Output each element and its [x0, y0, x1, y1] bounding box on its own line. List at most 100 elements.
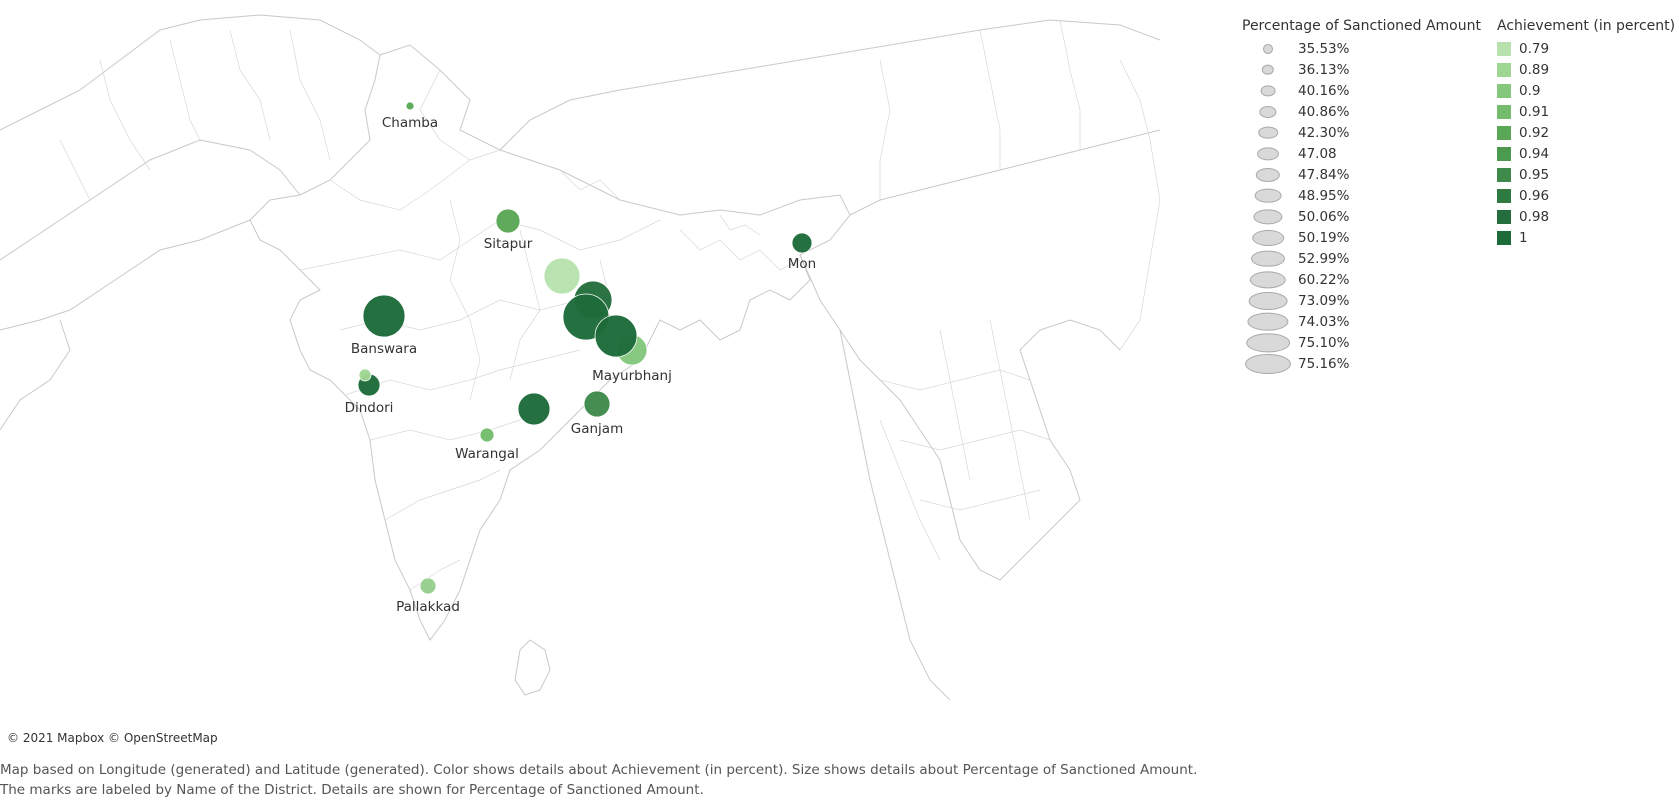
color-legend-label: 0.98 [1519, 208, 1550, 225]
color-legend-label: 0.96 [1519, 187, 1550, 204]
color-legend-label: 0.79 [1519, 40, 1550, 57]
size-legend-item: 73.09% [1242, 290, 1492, 311]
color-legend-item: 0.9 [1497, 80, 1677, 101]
marker-ganjam[interactable] [583, 390, 611, 418]
marker-warangal[interactable] [479, 427, 495, 443]
color-legend: Achievement (in percent) 0.79 0.89 0.9 0.91… [1497, 18, 1677, 248]
color-legend-label: 1 [1519, 229, 1528, 246]
size-legend-label: 42.30% [1298, 124, 1350, 141]
size-legend-label: 36.13% [1298, 61, 1350, 78]
size-legend-label: 40.86% [1298, 103, 1350, 120]
marker-unlabeled-13[interactable] [517, 392, 551, 426]
marker-mon[interactable] [791, 232, 813, 254]
color-swatch [1497, 41, 1511, 56]
marker-sitapur[interactable] [495, 208, 521, 234]
map-copyright[interactable]: © 2021 Mapbox © OpenStreetMap [7, 731, 218, 745]
color-legend-title: Achievement (in percent) [1497, 18, 1676, 34]
size-swatch [1261, 64, 1275, 75]
label-sitapur: Sitapur [484, 236, 533, 252]
size-legend-item: 47.84% [1242, 164, 1492, 185]
color-legend-item: 0.95 [1497, 164, 1677, 185]
size-swatch [1248, 291, 1288, 310]
size-swatch [1259, 105, 1277, 118]
color-legend-items: 0.79 0.89 0.9 0.91 0.92 0.94 0.95 0.96 0.98 1 [1497, 38, 1677, 248]
color-legend-item: 0.96 [1497, 185, 1677, 206]
size-swatch [1254, 188, 1282, 203]
label-banswara: Banswara [351, 341, 417, 357]
color-swatch [1497, 83, 1511, 98]
color-legend-label: 0.9 [1519, 82, 1541, 99]
size-legend-label: 48.95% [1298, 187, 1350, 204]
size-legend-label: 35.53% [1298, 40, 1350, 57]
size-legend-label: 47.08 [1298, 145, 1337, 162]
size-swatch [1252, 229, 1284, 246]
size-legend-label: 74.03% [1298, 313, 1350, 330]
size-legend-item: 48.95% [1242, 185, 1492, 206]
map-caption: Map based on Longitude (generated) and L… [0, 762, 1198, 798]
size-swatch [1258, 126, 1278, 139]
size-legend-label: 75.16% [1298, 355, 1350, 372]
color-swatch [1497, 62, 1511, 77]
map-canvas[interactable]: Chamba Sitapur Mon Banswara Dindori Mayurbhan… [0, 0, 1240, 745]
size-legend-label: 50.06% [1298, 208, 1350, 225]
marker-unlabeled-14[interactable] [358, 368, 372, 382]
size-legend-item: 42.30% [1242, 122, 1492, 143]
color-swatch [1497, 167, 1511, 182]
size-legend-item: 36.13% [1242, 59, 1492, 80]
color-swatch [1497, 188, 1511, 203]
size-swatch [1255, 167, 1281, 182]
size-legend-item: 35.53% [1242, 38, 1492, 59]
color-swatch [1497, 125, 1511, 140]
size-legend-label: 47.84% [1298, 166, 1350, 183]
size-legend-item: 40.16% [1242, 80, 1492, 101]
size-legend-item: 75.10% [1242, 332, 1492, 353]
size-swatch [1247, 312, 1289, 331]
marker-pallakkad[interactable] [419, 577, 437, 595]
color-legend-item: 0.79 [1497, 38, 1677, 59]
label-pallakkad: Pallakkad [396, 599, 460, 615]
label-mayurbhanj: Mayurbhanj [592, 368, 672, 384]
color-legend-label: 0.91 [1519, 103, 1550, 120]
color-legend-item: 1 [1497, 227, 1677, 248]
color-swatch [1497, 209, 1511, 224]
size-swatch [1245, 353, 1291, 374]
size-swatch [1251, 250, 1285, 267]
color-legend-item: 0.89 [1497, 59, 1677, 80]
size-legend-item: 40.86% [1242, 101, 1492, 122]
size-swatch [1257, 146, 1279, 161]
label-dindori: Dindori [345, 400, 394, 416]
size-legend-title: Percentage of Sanctioned Amount [1242, 18, 1481, 34]
color-legend-label: 0.94 [1519, 145, 1550, 162]
label-chamba: Chamba [382, 115, 438, 131]
size-swatch [1246, 332, 1290, 353]
marker-unlabeled-9[interactable] [543, 257, 581, 295]
size-legend-label: 73.09% [1298, 292, 1350, 309]
size-swatch [1263, 43, 1273, 54]
label-warangal: Warangal [455, 446, 519, 462]
size-swatch [1253, 208, 1283, 225]
size-legend-item: 47.08 [1242, 143, 1492, 164]
color-legend-item: 0.91 [1497, 101, 1677, 122]
size-legend-label: 60.22% [1298, 271, 1350, 288]
size-legend: Percentage of Sanctioned Amount 35.53% 36… [1242, 18, 1492, 374]
color-legend-item: 0.92 [1497, 122, 1677, 143]
size-legend-label: 50.19% [1298, 229, 1350, 246]
size-legend-item: 75.16% [1242, 353, 1492, 374]
marker-banswara[interactable] [362, 294, 406, 338]
label-mon: Mon [788, 256, 816, 272]
color-legend-label: 0.89 [1519, 61, 1550, 78]
size-legend-item: 74.03% [1242, 311, 1492, 332]
label-ganjam: Ganjam [571, 421, 623, 437]
marker-chamba[interactable] [405, 101, 415, 111]
marker-unlabeled-12[interactable] [594, 314, 638, 358]
color-swatch [1497, 104, 1511, 119]
size-swatch [1260, 84, 1276, 97]
size-legend-label: 40.16% [1298, 82, 1350, 99]
size-legend-label: 75.10% [1298, 334, 1350, 351]
size-legend-label: 52.99% [1298, 250, 1350, 267]
color-legend-item: 0.94 [1497, 143, 1677, 164]
color-legend-item: 0.98 [1497, 206, 1677, 227]
color-legend-label: 0.92 [1519, 124, 1550, 141]
color-legend-label: 0.95 [1519, 166, 1550, 183]
district-markers: Chamba Sitapur Mon Banswara Dindori Mayurbhan… [345, 101, 816, 615]
